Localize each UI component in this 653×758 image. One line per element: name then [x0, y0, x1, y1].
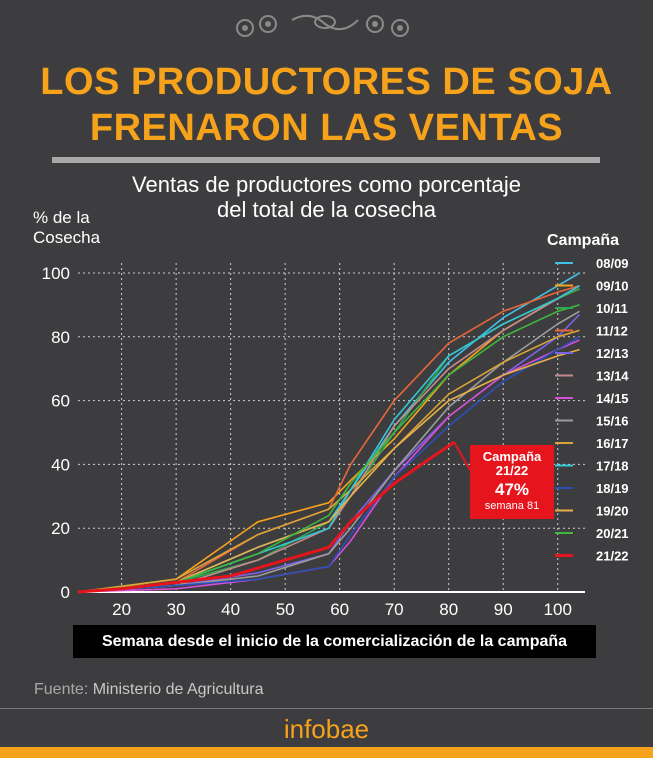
- y-tick-label: 60: [51, 392, 70, 411]
- legend-label: 16/17: [596, 436, 629, 451]
- series-line-11-12: [77, 285, 580, 593]
- x-tick-label: 100: [544, 600, 572, 619]
- legend-label: 15/16: [596, 414, 629, 429]
- subtitle-line-1: Ventas de productores como porcentaje: [132, 172, 521, 197]
- legend-label: 09/10: [596, 279, 629, 294]
- legend-label: 10/11: [596, 301, 628, 316]
- x-tick-label: 50: [276, 600, 295, 619]
- legend-label: 17/18: [596, 459, 629, 474]
- legend-label: 19/20: [596, 504, 629, 519]
- callout-pointer: [453, 441, 471, 471]
- y-axis-label-line-1: % de la: [33, 208, 90, 227]
- callout-label: Campaña: [482, 449, 542, 464]
- title-line-1: LOS PRODUCTORES DE SOJA: [40, 61, 613, 103]
- title-divider: [52, 157, 600, 163]
- legend-label: 11/12: [596, 324, 628, 339]
- source-note: Fuente: Ministerio de Agricultura: [34, 681, 263, 699]
- series-line-21-22: [77, 440, 456, 594]
- y-axis-label: % de la Cosecha: [33, 208, 100, 248]
- source-text: Ministerio de Agricultura: [92, 681, 264, 698]
- x-axis-label: Semana desde el inicio de la comercializ…: [73, 625, 596, 658]
- bottom-accent-bar: [0, 747, 653, 758]
- legend-label: 12/13: [596, 346, 629, 361]
- series-line-16-17: [77, 329, 580, 593]
- source-label: Fuente:: [34, 681, 89, 698]
- callout-week: semana 81: [484, 500, 540, 512]
- brand-logo: infobae: [283, 714, 370, 744]
- x-tick-label: 60: [330, 600, 349, 619]
- callout-value: 47%: [494, 480, 530, 499]
- legend-title: Campaña: [547, 232, 620, 249]
- y-tick-label: 0: [61, 583, 70, 602]
- sales-line-chart: 0 20 40 60 80 100 20 30 40 50 60 70 80 90 100 08/09 09/1…: [42, 256, 630, 619]
- series-line-13-14: [77, 285, 580, 593]
- y-tick-label: 40: [51, 455, 70, 474]
- series-line-08-09: [77, 272, 580, 593]
- callout-campaign: 21/22: [495, 463, 529, 478]
- legend-label: 08/09: [596, 256, 629, 271]
- soybean-decoration-icon: [236, 14, 409, 37]
- series-line-19-20: [77, 348, 580, 593]
- x-tick-label: 30: [167, 600, 186, 619]
- footer-divider: [0, 708, 653, 709]
- campaign-2122-callout: Campaña 21/22 47% semana 81: [470, 445, 554, 519]
- x-tick-label: 90: [494, 600, 513, 619]
- x-tick-label: 70: [385, 600, 404, 619]
- x-tick-label: 40: [221, 600, 240, 619]
- y-tick-label: 80: [51, 328, 70, 347]
- subtitle-line-2: del total de la cosecha: [217, 197, 436, 222]
- y-tick-label: 20: [51, 519, 70, 538]
- legend-label: 21/22: [596, 549, 629, 564]
- legend-label: 18/19: [596, 481, 629, 496]
- legend-label: 20/21: [596, 526, 629, 541]
- series-line-15-16: [77, 310, 580, 593]
- series-line-14-15: [77, 339, 580, 593]
- series-line-12-13: [77, 313, 581, 593]
- series-line-20-21: [77, 304, 580, 593]
- y-tick-label: 100: [42, 264, 70, 283]
- x-tick-label: 80: [439, 600, 458, 619]
- legend-label: 13/14: [596, 369, 629, 384]
- x-tick-label: 20: [112, 600, 131, 619]
- legend-label: 14/15: [596, 391, 629, 406]
- title-line-2: FRENARON LAS VENTAS: [89, 107, 564, 149]
- y-axis-label-line-2: Cosecha: [33, 228, 101, 247]
